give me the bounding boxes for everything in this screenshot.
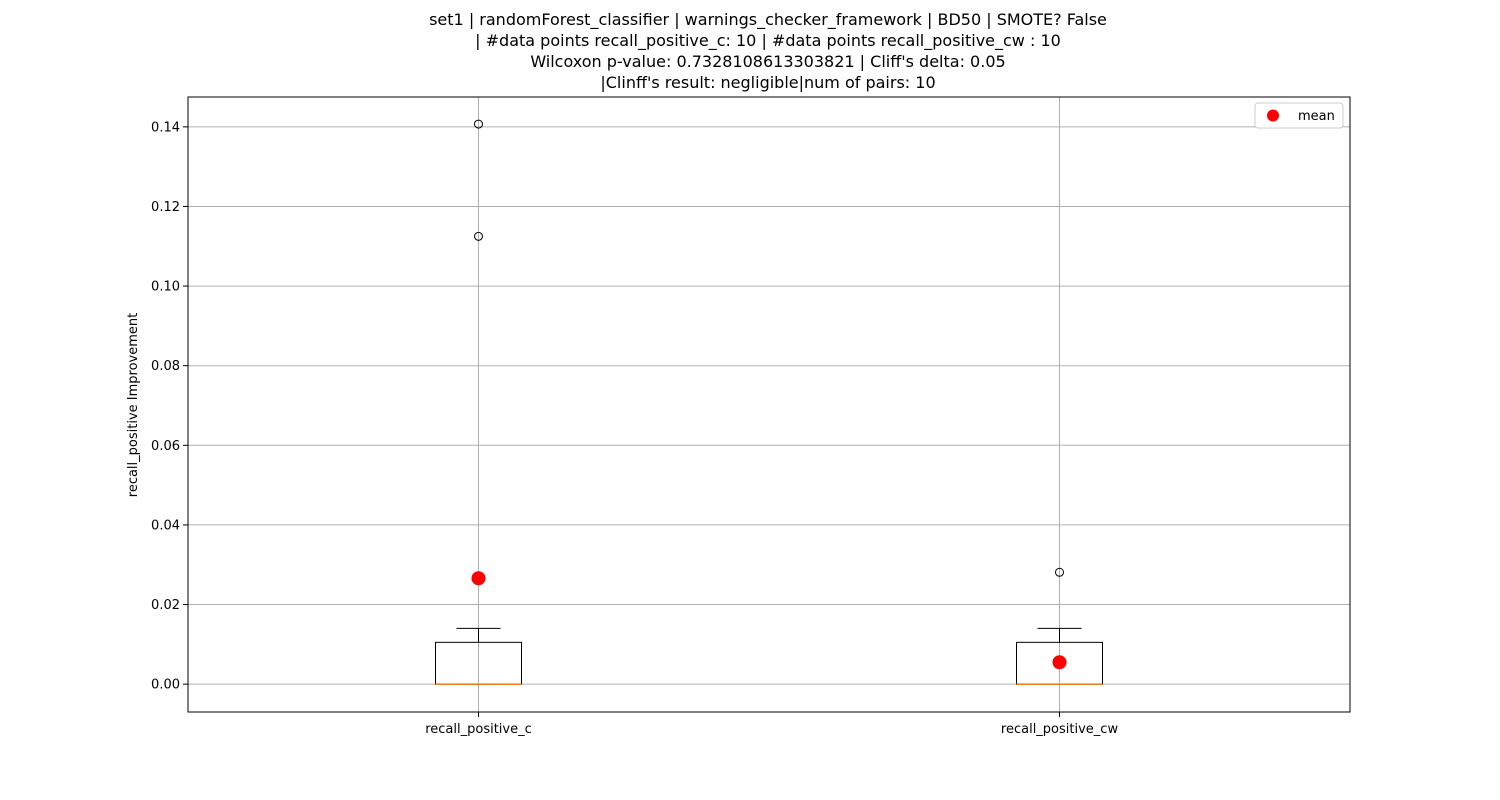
outlier-point (474, 119, 483, 129)
box-recall_positive_c (435, 119, 522, 685)
y-tick-label: 0.04 (151, 518, 180, 533)
chart-title-line-2: | #data points recall_positive_c: 10 | #… (475, 31, 1061, 51)
box-recall_positive_cw (1016, 567, 1103, 685)
y-tick-label: 0.08 (151, 359, 180, 374)
boxes (435, 119, 1103, 685)
y-tick-label: 0.00 (151, 678, 180, 693)
chart-title-line-3: Wilcoxon p-value: 0.7328108613303821 | C… (530, 52, 1005, 71)
y-tick-label: 0.12 (151, 200, 180, 215)
plot-frame (187, 96, 1351, 713)
legend-mean-marker (1267, 109, 1279, 122)
y-axis-label: recall_positive Improvement (126, 313, 141, 497)
chart-title: set1 | randomForest_classifier | warning… (429, 10, 1107, 92)
mean-marker (471, 571, 486, 586)
mean-marker (1052, 655, 1067, 670)
x-tick-label: recall_positive_cw (1001, 722, 1119, 737)
outlier-point (1055, 567, 1064, 577)
x-tick-label: recall_positive_c (425, 722, 532, 737)
y-tick-label: 0.02 (151, 598, 180, 613)
outlier-point (474, 231, 483, 241)
legend: mean (1254, 102, 1344, 129)
legend-frame (1254, 102, 1344, 129)
legend-mean-label: mean (1298, 109, 1335, 124)
y-tick-label: 0.14 (151, 120, 180, 135)
y-tick-label: 0.06 (151, 439, 180, 454)
chart-title-line-4: |Clinff's result: negligible|num of pair… (600, 73, 935, 92)
grid (188, 97, 1350, 712)
y-tick-label: 0.10 (151, 280, 180, 295)
chart-title-line-1: set1 | randomForest_classifier | warning… (429, 10, 1107, 30)
ticks: 0.00 0.02 0.04 0.06 0.08 0.10 0.12 0.14 recall_p… (151, 120, 1118, 737)
